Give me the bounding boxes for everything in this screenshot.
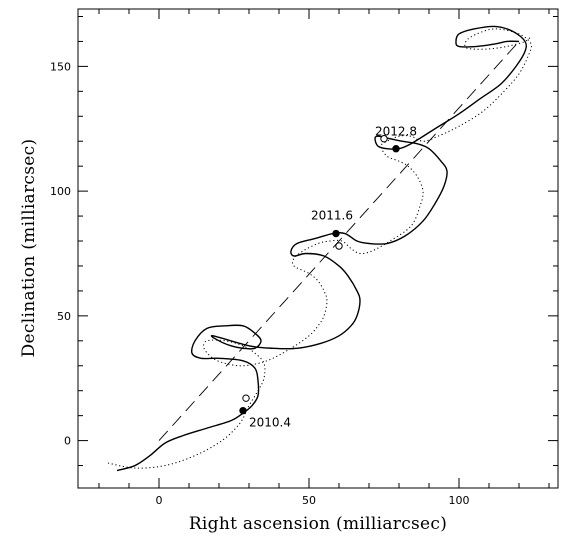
orbit-curve-solid: [116, 25, 528, 472]
plot-frame: [77, 8, 559, 489]
epoch-label: 2012.8: [375, 125, 417, 139]
y-tick-label: 50: [57, 310, 71, 323]
axis-ticks: [78, 9, 558, 488]
epoch-filled-marker: [332, 229, 340, 238]
epoch-label: 2011.6: [311, 209, 353, 223]
y-tick-label: 150: [50, 60, 71, 73]
axis-tick-labels: 0 50 100 0 50 100 150: [50, 60, 470, 507]
epoch-filled-marker: [239, 406, 247, 415]
epoch-open-marker: [380, 135, 388, 143]
y-axis-title: Declination (milliarcsec): [19, 139, 39, 358]
epoch-open-marker: [335, 242, 343, 250]
epoch-markers: [239, 135, 400, 415]
x-tick-label: 0: [156, 494, 163, 507]
linear-motion-line: [158, 41, 520, 441]
orbit-curves: [107, 25, 532, 472]
epoch-label: 2010.4: [249, 416, 291, 430]
y-tick-label: 0: [64, 435, 71, 448]
epoch-filled-marker: [392, 145, 400, 153]
y-tick-label: 100: [50, 185, 71, 198]
epoch-labels: 2010.4 2011.6 2012.8: [249, 125, 417, 430]
x-tick-label: 50: [302, 494, 316, 507]
x-axis-title: Right ascension (milliarcsec): [189, 514, 447, 534]
model-orbit-dotted: [107, 28, 532, 469]
epoch-open-marker: [242, 394, 250, 402]
x-tick-label: 100: [449, 494, 470, 507]
